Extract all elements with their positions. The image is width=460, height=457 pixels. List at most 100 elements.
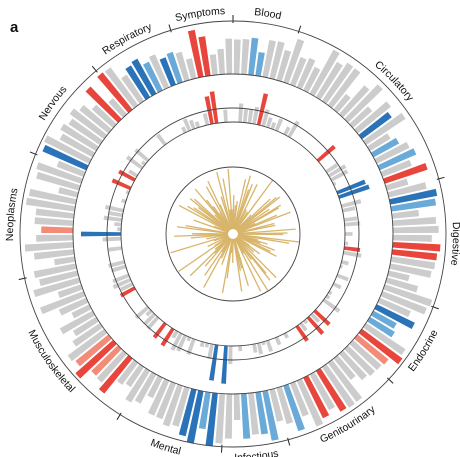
outer-ring-bar (217, 48, 225, 75)
outer-ring-bar (380, 291, 427, 315)
outer-ring-bar (60, 123, 99, 152)
outer-ring-highlight-bar (370, 137, 400, 158)
middle-ring-bar (274, 336, 282, 346)
middle-ring-bar (194, 121, 201, 129)
outer-ring-bar (377, 297, 411, 318)
middle-ring-highlight-bar (81, 231, 122, 237)
outer-ring-bar (262, 39, 276, 78)
category-divider (297, 25, 302, 34)
outer-ring-bar (25, 197, 76, 212)
outer-ring-bar (72, 316, 99, 337)
middle-ring-highlight-bar (313, 309, 331, 326)
outer-ring-bar (283, 38, 305, 84)
outer-ring-highlight-bar (91, 345, 122, 376)
middle-ring-bar (140, 160, 147, 166)
middle-ring-bar (341, 199, 362, 208)
outer-ring-bar (338, 350, 367, 381)
middle-ring-bar (343, 250, 362, 258)
outer-ring-highlight-bar (390, 198, 437, 212)
inner-ring-spike (193, 207, 230, 232)
inner-ring-spike (233, 201, 238, 230)
outer-ring-bar (121, 74, 145, 105)
middle-ring-bar (104, 204, 124, 213)
middle-ring-bar (322, 298, 341, 313)
outer-ring-bar (54, 256, 76, 266)
outer-ring-bar (58, 297, 89, 316)
outer-ring-bar (387, 270, 410, 282)
middle-ring-bar (283, 126, 291, 136)
middle-ring-bar (121, 198, 127, 204)
outer-ring-bar (321, 363, 355, 408)
middle-ring-bar (332, 282, 342, 290)
inner-ring-spike (233, 179, 247, 230)
inner-ring-spike (212, 205, 231, 231)
category-divider (431, 305, 439, 310)
outer-ring-bar (374, 141, 410, 164)
inner-ring-spike (234, 238, 262, 292)
middle-ring-bar (341, 260, 349, 266)
inner-ring-spike (185, 224, 229, 234)
category-divider (116, 412, 122, 420)
outer-ring-highlight-bar (315, 368, 347, 412)
middle-ring-bar (110, 264, 127, 273)
outer-ring-bar (362, 112, 406, 146)
inner-ring-spike (233, 175, 252, 230)
outer-ring-highlight-bar (389, 188, 438, 205)
inner-ring-spike (219, 204, 232, 230)
middle-ring-bar (332, 181, 337, 186)
outer-ring-bar (225, 38, 233, 75)
outer-ring-highlight-bar (198, 36, 211, 77)
middle-ring-bar (170, 332, 183, 351)
outer-ring-bar (91, 104, 117, 129)
inner-ring-spike (206, 234, 229, 240)
outer-ring-bar (34, 217, 74, 226)
middle-ring-bar (238, 345, 243, 352)
middle-ring-bar (228, 345, 233, 365)
inner-ring-spike (235, 237, 271, 281)
inner-ring-spike (216, 172, 233, 230)
middle-ring-bar (109, 211, 123, 218)
inner-ring (170, 169, 300, 293)
outer-ring-highlight-bar (248, 37, 259, 76)
category-divider (18, 277, 27, 281)
middle-ring-bar (156, 133, 167, 146)
middle-ring-bar (145, 309, 153, 317)
outer-ring-bar (303, 66, 321, 93)
outer-ring-bar (125, 368, 151, 403)
middle-ring-bar (310, 312, 321, 324)
middle-ring-bar (238, 103, 244, 123)
middle-ring-bar (112, 277, 132, 290)
outer-ring-highlight-bar (255, 391, 269, 435)
outer-ring-bar (44, 135, 92, 164)
outer-ring-bar (296, 378, 324, 427)
outer-ring-bar (383, 284, 433, 307)
outer-ring-bar (148, 54, 170, 90)
middle-ring-bar (199, 341, 205, 348)
inner-ring-spike (237, 228, 296, 235)
outer-ring-highlight-bar (205, 392, 218, 447)
middle-ring-bar (274, 118, 284, 132)
outer-ring-highlight-bar (98, 355, 133, 394)
outer-ring-bar (338, 85, 370, 118)
inner-ring-spike (221, 238, 233, 293)
outer-ring-bar (175, 51, 190, 82)
outer-ring-highlight-bar (42, 144, 89, 171)
inner-ring-spike (170, 234, 229, 254)
outer-ring-bar (57, 284, 83, 298)
outer-ring-bar (269, 41, 285, 80)
outer-ring-bar (33, 249, 75, 260)
middle-ring-highlight-bar (221, 345, 228, 384)
outer-ring-bar (392, 225, 439, 234)
middle-ring-bar (128, 169, 139, 178)
outer-ring-highlight-bar (241, 393, 251, 439)
outer-ring-bar (309, 49, 340, 97)
outer-ring-bar (241, 39, 250, 75)
middle-ring-highlight-bar (256, 93, 269, 126)
middle-ring-highlight-bar (152, 322, 167, 339)
outer-ring-bar (185, 58, 197, 80)
inner-ring-spike (213, 225, 229, 233)
outer-ring-bar (162, 384, 183, 427)
outer-ring-bar (209, 54, 218, 76)
middle-ring-highlight-bar (209, 91, 219, 124)
